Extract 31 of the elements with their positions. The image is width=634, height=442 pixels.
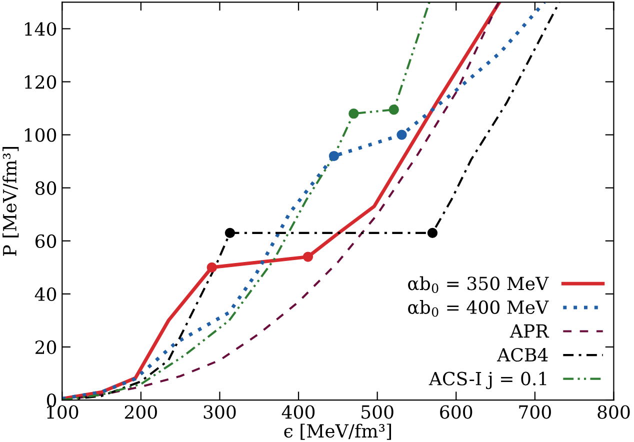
y-tick-label: 40 [34, 287, 56, 302]
y-tick-label: 0 [46, 393, 56, 408]
legend-label: αb$_{0}$ = 350 MeV [408, 276, 549, 293]
y-tick-label: 80 [36, 181, 56, 195]
y-axis-title: P [MeV/fm³] [2, 147, 19, 256]
point [396, 130, 407, 140]
y-tick-label: 60 [36, 234, 56, 248]
x-axis-title: ϵ [MeV/fm³] [284, 424, 392, 440]
y-tick-label: 100 [25, 128, 56, 142]
x-tick-label: 300 [204, 405, 236, 419]
x-tick-label: 700 [519, 405, 551, 419]
point [348, 108, 359, 119]
point [388, 104, 399, 115]
x-tick-label: 500 [362, 405, 394, 419]
x-tick-label: 100 [47, 405, 78, 419]
point [206, 262, 217, 272]
x-tick-label: 400 [282, 405, 315, 419]
x-tick-label: 800 [598, 405, 630, 419]
point [427, 228, 438, 238]
point [328, 150, 340, 162]
point [224, 228, 236, 238]
y-tick-label: 20 [36, 340, 56, 354]
legend-label: APR [510, 324, 550, 338]
x-tick-label: 600 [440, 405, 472, 419]
y-tick-label: 120 [25, 75, 56, 89]
y-tick-label: 140 [25, 22, 56, 36]
x-tick-label: 200 [124, 405, 157, 419]
legend-label: ACB4 [496, 348, 548, 362]
legend-label: αb$_{0}$ = 400 MeV [408, 300, 549, 317]
legend-label: ACS-I j = 0.1 [428, 372, 546, 390]
point [302, 252, 314, 262]
